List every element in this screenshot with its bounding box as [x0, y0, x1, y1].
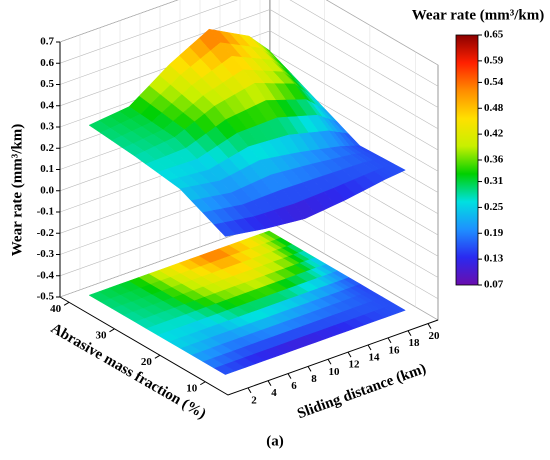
x-tick: [347, 351, 352, 358]
y-tick-label: 30: [95, 329, 107, 341]
colorbar-tick-label: 0.13: [484, 253, 504, 265]
z-tick-label: 0.3: [40, 121, 54, 133]
colorbar-tick-label: 0.07: [484, 279, 504, 291]
y-tick: [200, 381, 206, 386]
grid-line: [59, 0, 439, 66]
colorbar-title: Wear rate (mm³/km): [412, 7, 545, 23]
x-tick: [367, 344, 372, 351]
z-tick-label: -0.3: [37, 248, 55, 260]
z-tick-label: 0.6: [40, 57, 54, 69]
z-tick-label: 0.7: [40, 36, 54, 48]
colorbar-tick-label: 0.42: [484, 128, 504, 140]
surface-cell: [213, 222, 236, 237]
x-tick: [327, 359, 332, 365]
z-axis-label: Wear rate (mm³/km): [9, 124, 25, 257]
z-tick-label: 0.0: [40, 184, 54, 196]
grid-line: [59, 0, 439, 87]
colorbar: [455, 34, 479, 286]
colorbar-tick-label: 0.25: [484, 201, 504, 213]
x-tick: [387, 337, 392, 344]
colorbar-tick-label: 0.31: [484, 175, 503, 187]
z-tick-label: 0.5: [40, 78, 54, 90]
y-tick: [63, 301, 70, 306]
x-tick-label: 20: [429, 330, 441, 342]
y-tick-label: 10: [186, 382, 198, 394]
grid-line: [59, 30, 439, 130]
x-tick: [247, 387, 252, 394]
z-tick-label: 0.4: [40, 99, 54, 111]
x-tick: [267, 380, 272, 386]
z-tick-label: 0.1: [40, 163, 54, 175]
x-tick: [407, 330, 412, 336]
colorbar-tick-label: 0.19: [484, 227, 504, 239]
x-tick: [427, 323, 432, 329]
x-tick-label: 14: [369, 352, 381, 364]
z-tick-label: -0.4: [37, 269, 55, 281]
grid-line: [59, 9, 439, 108]
z-tick-label: -0.5: [37, 291, 55, 303]
z-tick-label: 0.2: [40, 142, 54, 154]
x-tick-label: 4: [271, 387, 277, 399]
x-tick-label: 16: [389, 344, 401, 356]
x-tick-label: 10: [329, 366, 341, 378]
colorbar-tick-label: 0.59: [484, 54, 504, 66]
x-tick-label: 8: [311, 373, 317, 385]
y-tick: [154, 354, 161, 359]
z-tick-label: -0.2: [37, 227, 55, 239]
x-axis-label: Sliding distance (km): [295, 361, 428, 423]
x-tick: [287, 373, 292, 379]
x-tick: [307, 366, 312, 372]
y-tick-label: 40: [50, 303, 62, 315]
colorbar-tick-label: 0.54: [484, 76, 504, 88]
x-tick-label: 6: [291, 380, 297, 392]
colorbar-tick-label: 0.48: [484, 102, 504, 114]
floor-edge: [59, 296, 439, 396]
y-tick: [109, 328, 115, 333]
colorbar-tick-label: 0.65: [484, 29, 504, 41]
x-tick-label: 18: [409, 337, 421, 349]
x-tick-label: 12: [349, 359, 361, 371]
colorbar-tick-label: 0.36: [484, 154, 504, 166]
x-tick-label: 2: [251, 394, 257, 406]
annotation: (a): [266, 433, 284, 449]
floor-cell: [263, 230, 281, 240]
z-tick-label: -0.1: [37, 206, 54, 218]
y-tick-label: 20: [141, 356, 153, 368]
